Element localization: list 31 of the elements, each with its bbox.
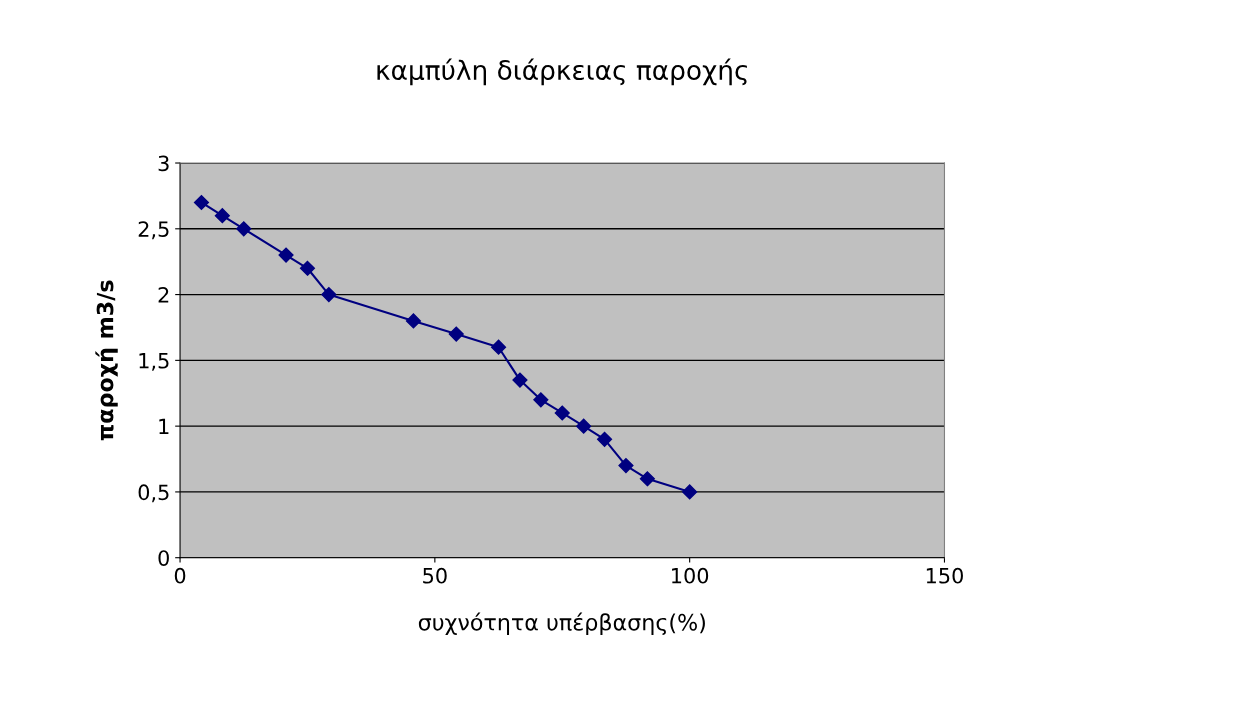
point (321, 287, 337, 303)
point (490, 339, 507, 355)
x-tick-label: 150 (926, 567, 963, 584)
point (278, 247, 294, 263)
point (596, 431, 613, 447)
point (193, 194, 210, 211)
point (512, 372, 528, 388)
point (448, 326, 464, 342)
x-tick-label: 0 (174, 567, 186, 584)
y-axis-title: παροχή m3/s (95, 280, 118, 441)
y-tick-label: 1,5 (139, 353, 169, 371)
point (682, 484, 698, 500)
y-tick-label: 0,5 (138, 484, 169, 503)
point (639, 471, 655, 487)
point (405, 313, 422, 329)
x-tick-label: 50 (423, 567, 447, 584)
point (618, 458, 634, 474)
x-tick-label: 100 (672, 567, 709, 584)
point (533, 392, 549, 408)
point (576, 418, 592, 434)
y-tick-label: 3 (158, 155, 169, 172)
y-tick-label: 2 (158, 287, 169, 303)
point (554, 405, 570, 421)
y-tick-label: 2,5 (138, 221, 169, 240)
chart-title: καμπύλη διάρκειας παροχής (377, 58, 747, 86)
point (236, 221, 252, 237)
y-tick-label: 0 (158, 550, 169, 566)
point (214, 208, 230, 224)
point (299, 260, 316, 276)
x-axis-title: συχνότητα υπέρβασης(%) (418, 612, 705, 636)
y-tick-label: 1 (159, 418, 169, 435)
